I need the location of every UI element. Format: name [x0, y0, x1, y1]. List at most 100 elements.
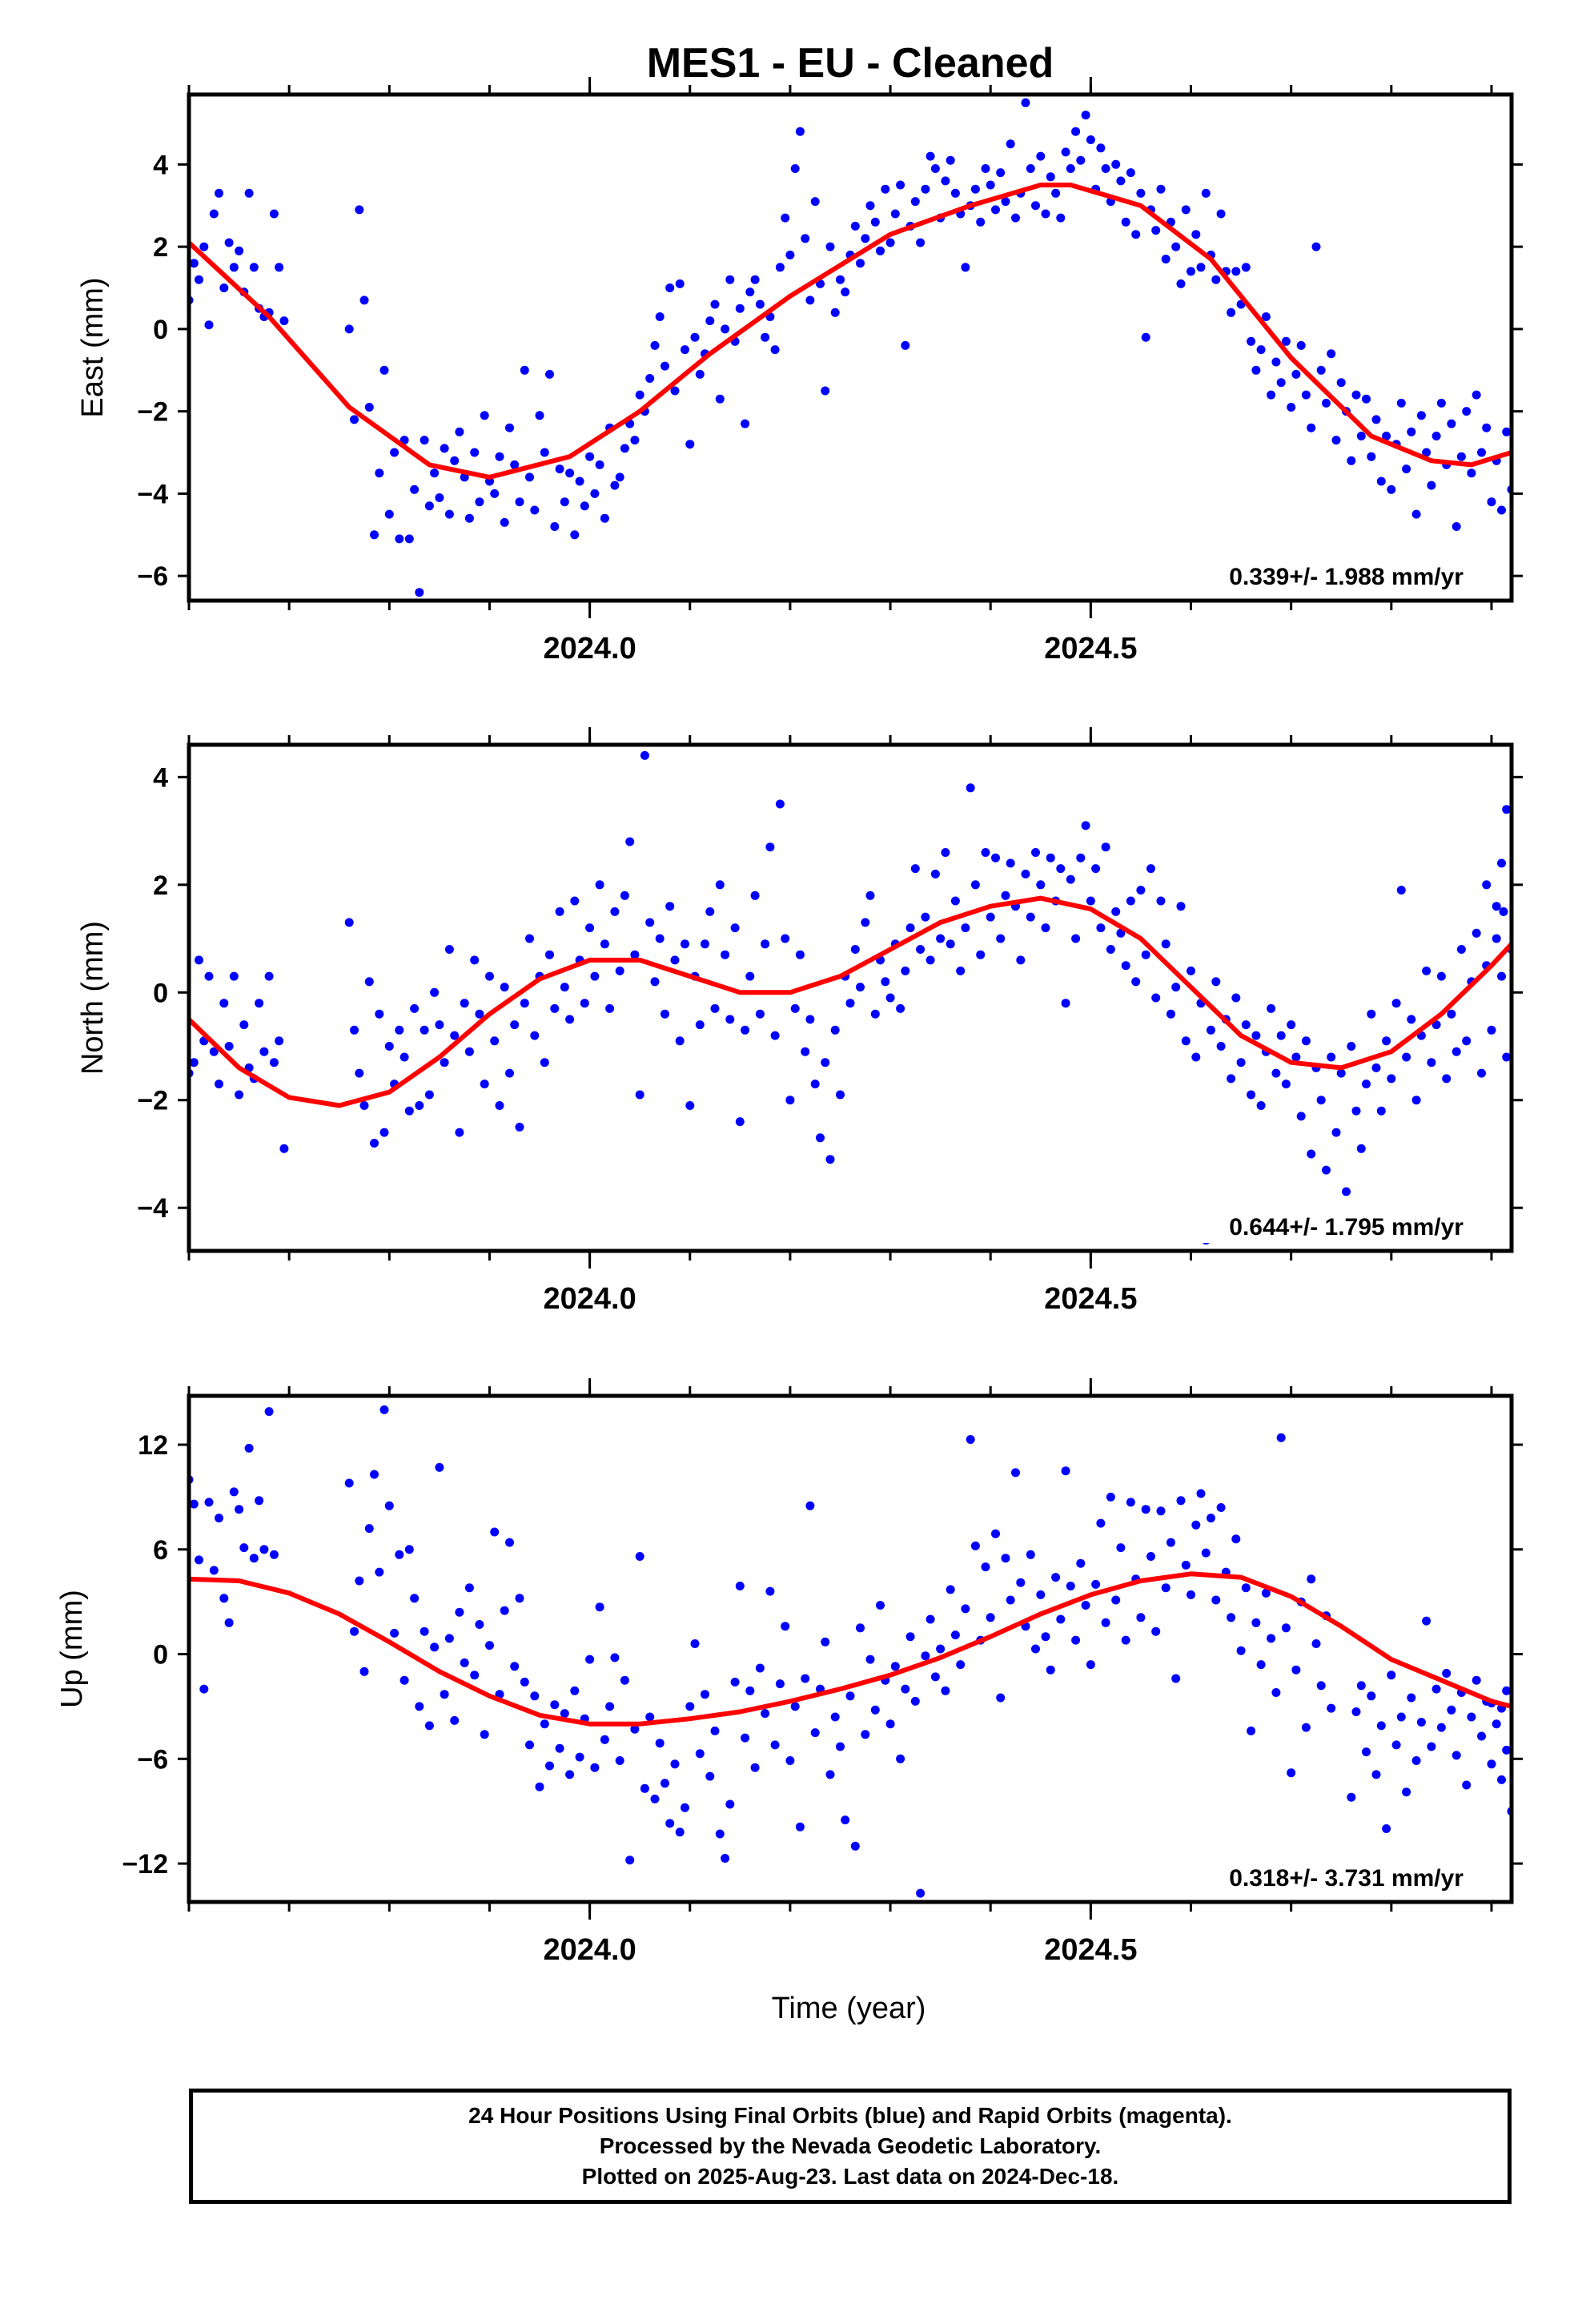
up-data-point	[1171, 1674, 1181, 1683]
up-data-point	[1422, 1616, 1431, 1626]
east-data-point	[745, 287, 755, 297]
up-data-point	[996, 1693, 1006, 1703]
up-data-point	[1251, 1618, 1261, 1627]
east-data-point	[244, 188, 254, 198]
up-data-point	[1301, 1723, 1311, 1732]
up-data-point	[905, 1632, 915, 1642]
up-data-point	[410, 1594, 420, 1603]
north-data-point	[530, 1031, 540, 1040]
east-data-point	[1322, 398, 1331, 408]
north-data-point	[1431, 1020, 1441, 1030]
north-data-point	[590, 971, 600, 981]
north-data-point	[264, 971, 274, 981]
east-data-point	[1371, 415, 1381, 424]
up-data-point	[1502, 1745, 1512, 1755]
east-data-point	[675, 279, 685, 288]
north-data-point	[670, 955, 680, 965]
north-data-point	[1166, 1009, 1175, 1019]
up-data-point	[1442, 1669, 1452, 1678]
up-data-point	[485, 1641, 494, 1651]
north-data-point	[1156, 896, 1166, 906]
east-data-point	[1276, 378, 1286, 388]
east-data-point	[1347, 456, 1356, 465]
north-data-point	[565, 1015, 575, 1024]
east-data-point	[1316, 365, 1326, 375]
east-data-point	[404, 534, 414, 544]
north-data-point	[996, 934, 1006, 943]
up-data-point	[1031, 1644, 1040, 1654]
up-data-point	[605, 1702, 615, 1711]
east-y-tick-label: 2	[153, 232, 168, 263]
north-panel: 4 2 0 −2 −4 2024.0 2024.5 North (mm) 0.644+/- 1.…	[76, 727, 1523, 1316]
east-panel: 4 2 0 −2 −4 −6 2024.0 2024.5 East (mm) 0.339+/- 1…	[76, 77, 1523, 665]
north-data-point	[735, 1117, 745, 1127]
up-data-point	[1106, 1492, 1115, 1502]
north-data-point	[1211, 977, 1221, 987]
north-y-tick-label: 2	[153, 870, 168, 901]
east-data-point	[1287, 403, 1296, 412]
north-data-point	[1096, 923, 1106, 933]
north-data-point	[375, 1009, 384, 1019]
up-data-point	[1136, 1613, 1146, 1622]
up-data-point	[950, 1630, 960, 1640]
east-data-point	[1422, 448, 1431, 457]
east-data-point	[1291, 369, 1301, 379]
up-data-point	[790, 1702, 800, 1711]
north-data-point	[1462, 1036, 1472, 1046]
east-data-point	[1382, 432, 1391, 440]
east-data-point	[1271, 357, 1281, 367]
north-data-point	[1061, 999, 1070, 1008]
east-data-point	[635, 390, 644, 400]
up-data-point	[510, 1662, 520, 1671]
north-data-point	[545, 950, 554, 959]
east-data-point	[1241, 263, 1251, 272]
north-data-point	[1371, 1063, 1381, 1072]
up-data-point	[1011, 1468, 1020, 1478]
east-points	[189, 98, 1512, 597]
east-data-point	[1186, 267, 1195, 276]
north-data-point	[384, 1042, 394, 1051]
east-data-point	[926, 151, 935, 161]
north-data-point	[905, 923, 915, 933]
east-data-point	[775, 263, 785, 272]
north-data-point	[1499, 907, 1508, 916]
up-data-point	[415, 1702, 424, 1711]
north-data-point	[1161, 939, 1170, 949]
north-data-point	[650, 977, 660, 987]
north-y-tick-label: −2	[137, 1086, 168, 1116]
north-data-point	[1497, 858, 1506, 868]
north-data-point	[1101, 842, 1110, 852]
up-data-point	[761, 1709, 770, 1719]
east-data-point	[950, 188, 960, 198]
up-data-point	[1111, 1595, 1121, 1605]
east-data-point	[876, 246, 885, 255]
up-data-point	[1216, 1503, 1226, 1512]
north-data-point	[269, 1058, 279, 1068]
east-data-point	[1296, 340, 1306, 350]
up-data-point	[1176, 1496, 1186, 1506]
up-data-point	[745, 1686, 755, 1695]
up-data-point	[1367, 1691, 1376, 1701]
north-data-point	[560, 983, 569, 992]
up-data-point	[825, 1770, 835, 1779]
north-data-point	[1136, 886, 1146, 895]
up-data-point	[1046, 1665, 1055, 1675]
north-data-point	[825, 1155, 835, 1164]
east-data-point	[580, 501, 589, 511]
north-data-point	[235, 1090, 244, 1100]
up-panel: 12 6 0 −6 −12 2024.0 2024.5 Up (mm) 0.318+/- 3.7…	[55, 1378, 1523, 1967]
north-data-point	[645, 918, 655, 927]
up-data-point	[750, 1763, 760, 1772]
up-data-point	[620, 1675, 629, 1685]
up-data-point	[370, 1470, 379, 1479]
up-data-point	[585, 1655, 595, 1664]
up-data-point	[765, 1586, 775, 1596]
east-y-tick-label: 0	[153, 315, 168, 345]
up-data-point	[690, 1639, 700, 1648]
north-data-point	[630, 950, 640, 959]
up-y-tick-label: 6	[153, 1535, 168, 1566]
east-data-point	[1367, 452, 1376, 461]
up-data-point	[961, 1604, 970, 1614]
north-data-point	[710, 1003, 720, 1013]
east-data-point	[870, 217, 880, 227]
